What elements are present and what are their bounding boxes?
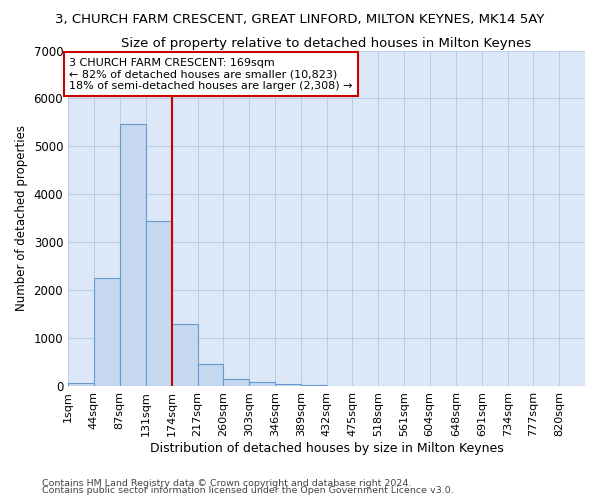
Bar xyxy=(223,379,249,386)
Bar xyxy=(94,278,119,386)
Bar xyxy=(119,124,146,386)
Bar xyxy=(172,324,197,386)
Text: Contains public sector information licensed under the Open Government Licence v3: Contains public sector information licen… xyxy=(42,486,454,495)
Bar xyxy=(301,385,326,386)
Bar xyxy=(146,221,172,386)
Text: 3 CHURCH FARM CRESCENT: 169sqm
← 82% of detached houses are smaller (10,823)
18%: 3 CHURCH FARM CRESCENT: 169sqm ← 82% of … xyxy=(69,58,353,91)
Title: Size of property relative to detached houses in Milton Keynes: Size of property relative to detached ho… xyxy=(121,38,532,51)
Bar xyxy=(275,384,301,386)
Y-axis label: Number of detached properties: Number of detached properties xyxy=(15,126,28,312)
X-axis label: Distribution of detached houses by size in Milton Keynes: Distribution of detached houses by size … xyxy=(149,442,503,455)
Text: Contains HM Land Registry data © Crown copyright and database right 2024.: Contains HM Land Registry data © Crown c… xyxy=(42,478,412,488)
Bar xyxy=(249,382,275,386)
Bar xyxy=(68,383,94,386)
Text: 3, CHURCH FARM CRESCENT, GREAT LINFORD, MILTON KEYNES, MK14 5AY: 3, CHURCH FARM CRESCENT, GREAT LINFORD, … xyxy=(55,12,545,26)
Bar xyxy=(197,364,223,386)
